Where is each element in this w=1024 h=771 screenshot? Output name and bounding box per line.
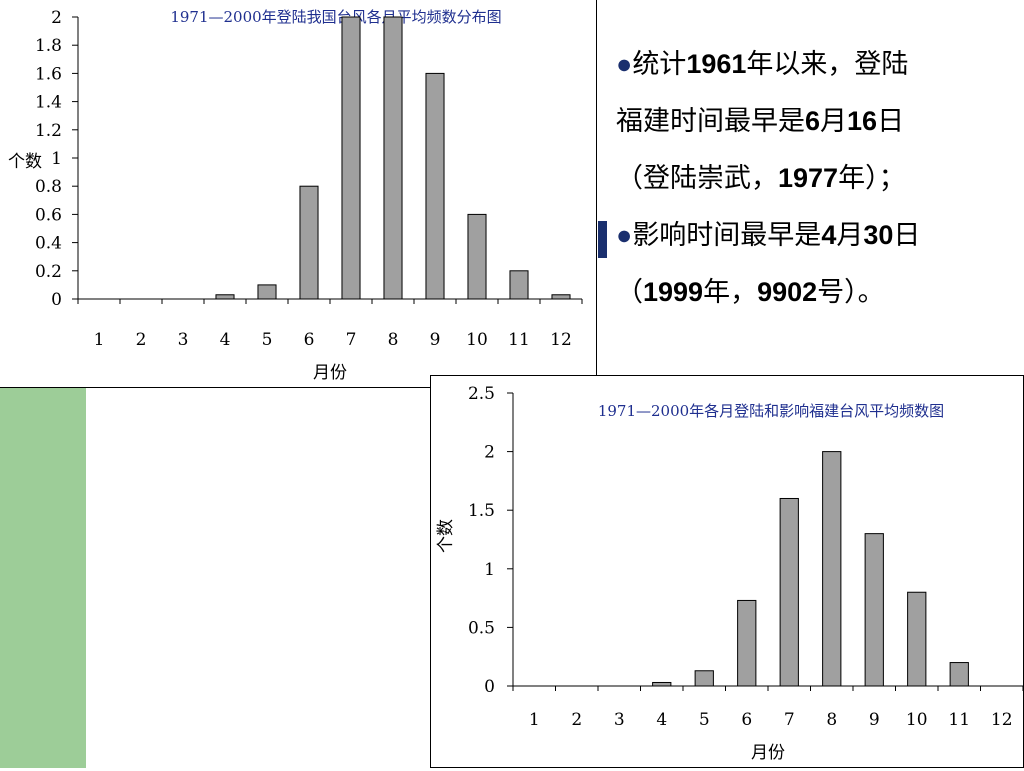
x-tick-label: 8 xyxy=(388,330,399,350)
y-tick-label: 1 xyxy=(51,149,62,169)
y-axis-title: 个数 xyxy=(8,152,42,172)
blue-marker xyxy=(598,221,607,258)
bar xyxy=(737,599,757,687)
chart-title: 1971—2000年登陆我国台风各月平均频数分布图 xyxy=(170,8,501,26)
bar xyxy=(864,533,884,687)
chart-panel-fujian: 1971—2000年各月登陆和影响福建台风平均频数图 0 0.5 1 1.5 2 2.5 1 2… xyxy=(430,375,1024,768)
x-tick-label: 9 xyxy=(869,710,880,730)
x-tick-label: 10 xyxy=(906,710,928,730)
y-tick-label: 1.5 xyxy=(468,501,495,521)
x-tick-label: 2 xyxy=(136,330,147,350)
bar xyxy=(467,213,487,300)
y-tick-label: 1.6 xyxy=(35,64,62,84)
x-tick-label: 1 xyxy=(94,330,105,350)
y-tick-label: 2.5 xyxy=(468,384,495,404)
x-tick-label: 7 xyxy=(346,330,357,350)
x-tick-label: 4 xyxy=(220,330,231,350)
x-tick-label: 5 xyxy=(262,330,273,350)
x-tick-label: 12 xyxy=(550,330,572,350)
fact-line-3: （登陆崇武，1977年）； xyxy=(616,163,906,193)
fact-line-5: （1999年，9902号）。 xyxy=(616,277,885,307)
x-axis-title: 月份 xyxy=(313,363,347,383)
y-tick-label: 0.5 xyxy=(468,618,495,638)
y-tick-label: 0.2 xyxy=(35,262,62,282)
y-tick-label: 0.4 xyxy=(35,234,62,254)
x-tick-label: 8 xyxy=(826,710,837,730)
y-tick-label: 0.8 xyxy=(35,177,62,197)
bar xyxy=(551,294,571,300)
bar xyxy=(822,451,842,687)
y-axis-title: 个数 xyxy=(436,519,456,553)
x-tick-label: 5 xyxy=(699,710,710,730)
x-tick-label: 1 xyxy=(529,710,540,730)
bar xyxy=(949,662,969,687)
y-tick-label: 2 xyxy=(51,8,62,28)
bar xyxy=(694,670,714,687)
y-tick-label: 1.4 xyxy=(35,93,62,113)
y-tick-label: 0 xyxy=(484,677,495,697)
chart-title: 1971—2000年各月登陆和影响福建台风平均频数图 xyxy=(598,402,944,420)
y-tick-label: 1.2 xyxy=(35,121,62,141)
y-tick-label: 0.6 xyxy=(35,205,62,225)
green-side-strip xyxy=(0,388,86,768)
bar xyxy=(341,16,361,300)
bar xyxy=(257,284,277,300)
bar xyxy=(425,72,445,300)
bar xyxy=(779,497,799,687)
x-tick-label: 9 xyxy=(430,330,441,350)
y-tick-label: 2 xyxy=(484,443,495,463)
x-tick-label: 7 xyxy=(784,710,795,730)
x-tick-label: 12 xyxy=(991,710,1013,730)
x-tick-label: 4 xyxy=(656,710,667,730)
x-tick-label: 6 xyxy=(304,330,315,350)
chart-panel-landfall-china: 1971—2000年登陆我国台风各月平均频数分布图 0 0.2 0.4 0.6 0.8 1 1… xyxy=(0,0,597,388)
fact-line-2: 福建时间最早是6月16日 xyxy=(616,106,905,136)
bar xyxy=(299,185,319,300)
x-tick-label: 11 xyxy=(948,710,970,730)
fact-line-4: ●影响时间最早是4月30日 xyxy=(616,220,921,250)
x-tick-label: 3 xyxy=(178,330,189,350)
y-tick-label: 1.8 xyxy=(35,36,62,56)
bar xyxy=(907,591,927,687)
x-axis-title: 月份 xyxy=(751,743,785,763)
bar xyxy=(383,16,403,300)
bar xyxy=(509,270,529,300)
chart-landfall-china: 1971—2000年登陆我国台风各月平均频数分布图00.20.40.60.811… xyxy=(8,8,583,383)
x-tick-label: 6 xyxy=(741,710,752,730)
bar xyxy=(215,294,235,300)
typhoon-facts-text: ●统计1961年以来，登陆 福建时间最早是6月16日 （登陆崇武，1977年）；… xyxy=(616,36,1016,321)
x-tick-label: 2 xyxy=(571,710,582,730)
fact-line-1: ●统计1961年以来，登陆 xyxy=(616,49,909,79)
x-tick-label: 11 xyxy=(508,330,530,350)
x-tick-label: 3 xyxy=(614,710,625,730)
y-tick-label: 0 xyxy=(51,290,62,310)
y-tick-label: 1 xyxy=(484,560,495,580)
bar xyxy=(652,681,672,687)
x-tick-label: 10 xyxy=(466,330,488,350)
